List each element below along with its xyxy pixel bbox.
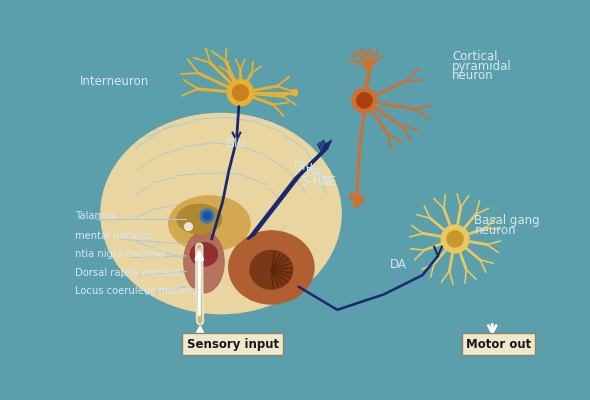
Text: Dorsal raphe nucleus: Dorsal raphe nucleus bbox=[76, 268, 182, 278]
Text: Talamus: Talamus bbox=[76, 211, 116, 221]
Text: ntia nigra nucleus: ntia nigra nucleus bbox=[76, 250, 166, 260]
Text: pyramidal: pyramidal bbox=[452, 60, 512, 72]
Circle shape bbox=[352, 88, 377, 113]
Ellipse shape bbox=[101, 114, 341, 314]
Circle shape bbox=[350, 194, 356, 200]
Circle shape bbox=[203, 212, 211, 220]
Ellipse shape bbox=[250, 250, 293, 289]
Text: DA: DA bbox=[390, 258, 407, 271]
Text: mental nucleus: mental nucleus bbox=[76, 231, 152, 241]
Circle shape bbox=[232, 85, 248, 100]
Circle shape bbox=[358, 196, 363, 202]
Text: neuron: neuron bbox=[474, 224, 516, 236]
Ellipse shape bbox=[229, 231, 314, 304]
Text: Locus coeruleus nucleus: Locus coeruleus nucleus bbox=[76, 286, 198, 296]
Circle shape bbox=[227, 80, 254, 106]
Text: Motor out: Motor out bbox=[466, 338, 531, 351]
Circle shape bbox=[185, 223, 192, 230]
Circle shape bbox=[196, 257, 202, 262]
Text: Glu: Glu bbox=[293, 160, 313, 173]
Circle shape bbox=[196, 272, 202, 278]
Ellipse shape bbox=[177, 204, 222, 234]
Text: Interneuron: Interneuron bbox=[80, 75, 149, 88]
Ellipse shape bbox=[184, 231, 224, 293]
Text: Sensory input: Sensory input bbox=[186, 338, 278, 351]
Text: DA: DA bbox=[306, 166, 322, 179]
Circle shape bbox=[196, 249, 202, 255]
Circle shape bbox=[357, 93, 372, 108]
Circle shape bbox=[447, 231, 463, 247]
Circle shape bbox=[441, 225, 469, 253]
Text: NE: NE bbox=[321, 175, 337, 188]
Text: 5-HT: 5-HT bbox=[301, 175, 329, 188]
Circle shape bbox=[196, 265, 202, 270]
Circle shape bbox=[353, 201, 360, 207]
Text: Basal gang: Basal gang bbox=[474, 214, 540, 226]
Text: Glu: Glu bbox=[225, 136, 245, 150]
Ellipse shape bbox=[169, 196, 250, 251]
Text: neuron: neuron bbox=[452, 69, 494, 82]
Circle shape bbox=[291, 90, 298, 96]
Text: Cortical: Cortical bbox=[452, 50, 497, 63]
Ellipse shape bbox=[191, 243, 218, 266]
Circle shape bbox=[200, 209, 214, 223]
